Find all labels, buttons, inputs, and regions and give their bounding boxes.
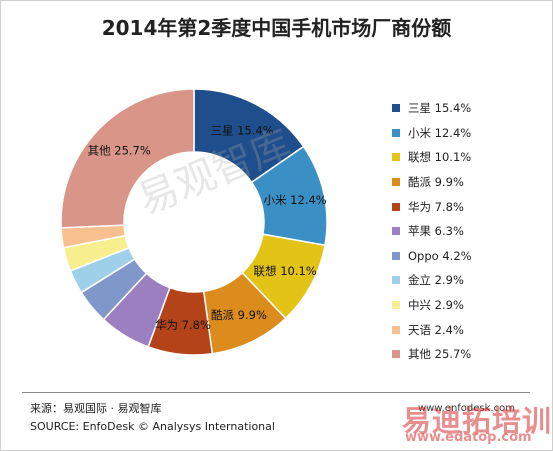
source-note: 来源：易观国际 · 易观智库 SOURCE: EnfoDesk © Analys…	[30, 400, 275, 436]
legend-item-7: 金立 2.9%	[392, 268, 542, 293]
legend-item-8: 中兴 2.9%	[392, 293, 542, 318]
legend-label: 三星 15.4%	[408, 101, 472, 116]
slice-label-4: 华为 7.8%	[155, 318, 211, 332]
legend-item-4: 华为 7.8%	[392, 194, 542, 219]
legend-swatch	[392, 251, 400, 260]
legend-swatch	[392, 202, 400, 211]
site-url: www.enfodesk.com	[418, 403, 515, 414]
watermark-url: www.edatop.com	[405, 430, 532, 445]
legend-label: 联想 10.1%	[408, 150, 472, 165]
slice-label-10: 其他 25.7%	[88, 143, 151, 157]
legend-item-2: 联想 10.1%	[392, 145, 542, 170]
slice-label-1: 小米 12.4%	[264, 193, 327, 207]
legend-label: 苹果 6.3%	[408, 224, 464, 239]
slice-10	[60, 88, 195, 229]
slice-label-2: 联想 10.1%	[254, 264, 317, 278]
legend-swatch	[392, 153, 400, 162]
legend-swatch	[392, 227, 400, 236]
legend-item-9: 天语 2.4%	[392, 317, 542, 342]
legend-item-1: 小米 12.4%	[392, 121, 542, 146]
legend-label: 小米 12.4%	[408, 125, 472, 140]
donut-slices	[60, 88, 328, 356]
watermark-brand: 易迪拓培训	[402, 404, 553, 438]
legend-item-6: Oppo 4.2%	[392, 244, 542, 269]
legend-label: 酷派 9.9%	[408, 175, 464, 190]
legend-label: Oppo 4.2%	[408, 248, 472, 263]
legend-swatch	[392, 104, 400, 113]
legend-item-5: 苹果 6.3%	[392, 219, 542, 244]
donut-chart: 三星 15.4% 小米 12.4% 联想 10.1% 酷派 9.9%华为 7.8% 其他…	[60, 88, 328, 356]
source-cn: 来源：易观国际 · 易观智库	[30, 402, 162, 415]
slice-label-0: 三星 15.4%	[211, 123, 274, 137]
legend-item-3: 酷派 9.9%	[392, 170, 542, 195]
chart-legend: 三星 15.4% 小米 12.4% 联想 10.1% 酷派 9.9% 华为 7.8% 苹果…	[392, 96, 542, 367]
legend-label: 金立 2.9%	[408, 273, 464, 288]
legend-label: 中兴 2.9%	[408, 298, 464, 313]
legend-swatch	[392, 276, 400, 285]
legend-swatch	[392, 350, 400, 359]
legend-label: 华为 7.8%	[408, 199, 464, 214]
legend-swatch	[392, 128, 400, 137]
source-en: SOURCE: EnfoDesk © Analysys Internationa…	[30, 420, 275, 433]
legend-item-10: 其他 25.7%	[392, 342, 542, 367]
donut-labels: 三星 15.4% 小米 12.4% 联想 10.1% 酷派 9.9%华为 7.8% 其他…	[88, 123, 327, 332]
chart-title: 2014年第2季度中国手机市场厂商份额	[101, 16, 452, 40]
slice-label-3: 酷派 9.9%	[211, 308, 267, 322]
legend-swatch	[392, 325, 400, 334]
legend-swatch	[392, 301, 400, 310]
legend-label: 其他 25.7%	[408, 347, 472, 362]
footer-divider	[22, 392, 530, 393]
legend-label: 天语 2.4%	[408, 322, 464, 337]
legend-swatch	[392, 178, 400, 187]
legend-item-0: 三星 15.4%	[392, 96, 542, 121]
